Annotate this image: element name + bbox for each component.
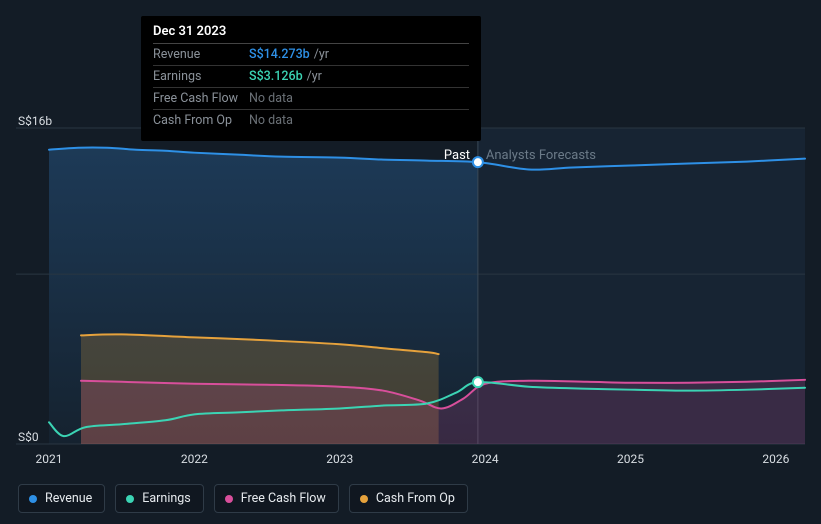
tooltip-row-label: Cash From Op	[153, 113, 249, 128]
legend-item-label: Earnings	[142, 491, 190, 506]
legend-dot-icon	[360, 495, 368, 503]
x-axis-label: 2023	[326, 452, 353, 466]
tooltip-row-nodata: No data	[249, 91, 293, 106]
tooltip-row-label: Revenue	[153, 47, 249, 62]
tooltip-row: RevenueS$14.273b/yr	[153, 44, 469, 66]
marker-revenue	[473, 157, 483, 167]
tooltip-row-suffix: /yr	[314, 47, 329, 62]
legend-dot-icon	[126, 495, 134, 503]
section-label-past: Past	[444, 148, 470, 163]
legend-item-free_cash_flow[interactable]: Free Cash Flow	[214, 484, 339, 513]
tooltip-row-suffix: /yr	[307, 69, 322, 84]
legend-dot-icon	[29, 495, 37, 503]
legend-item-cash_from_op[interactable]: Cash From Op	[349, 484, 468, 513]
x-axis-label: 2021	[36, 452, 63, 466]
legend-dot-icon	[225, 495, 233, 503]
tooltip-row-value: S$3.126b	[249, 69, 303, 84]
chart-container: Dec 31 2023 RevenueS$14.273b/yrEarningsS…	[0, 0, 821, 524]
tooltip-row-label: Earnings	[153, 69, 249, 84]
legend-item-earnings[interactable]: Earnings	[115, 484, 203, 513]
legend-item-revenue[interactable]: Revenue	[18, 484, 105, 513]
x-axis-label: 2024	[472, 452, 499, 466]
legend-item-label: Cash From Op	[376, 491, 455, 506]
tooltip-rows: RevenueS$14.273b/yrEarningsS$3.126b/yrFr…	[153, 44, 469, 131]
y-axis-label: S$0	[18, 430, 39, 444]
tooltip-date: Dec 31 2023	[153, 24, 469, 44]
x-axis-label: 2025	[617, 452, 644, 466]
y-axis-label: S$16b	[18, 114, 52, 128]
tooltip-row: EarningsS$3.126b/yr	[153, 66, 469, 88]
tooltip: Dec 31 2023 RevenueS$14.273b/yrEarningsS…	[141, 16, 481, 141]
legend-item-label: Free Cash Flow	[241, 491, 326, 506]
tooltip-row-label: Free Cash Flow	[153, 91, 249, 106]
tooltip-row-value: S$14.273b	[249, 47, 310, 62]
tooltip-row-nodata: No data	[249, 113, 293, 128]
tooltip-row: Cash From OpNo data	[153, 110, 469, 131]
legend: Revenue Earnings Free Cash Flow Cash From O…	[18, 484, 468, 513]
section-label-forecast: Analysts Forecasts	[486, 148, 596, 163]
legend-item-label: Revenue	[45, 491, 92, 506]
tooltip-row: Free Cash FlowNo data	[153, 88, 469, 110]
x-axis-label: 2026	[762, 452, 789, 466]
x-axis-label: 2022	[181, 452, 208, 466]
marker-earnings	[473, 377, 483, 387]
